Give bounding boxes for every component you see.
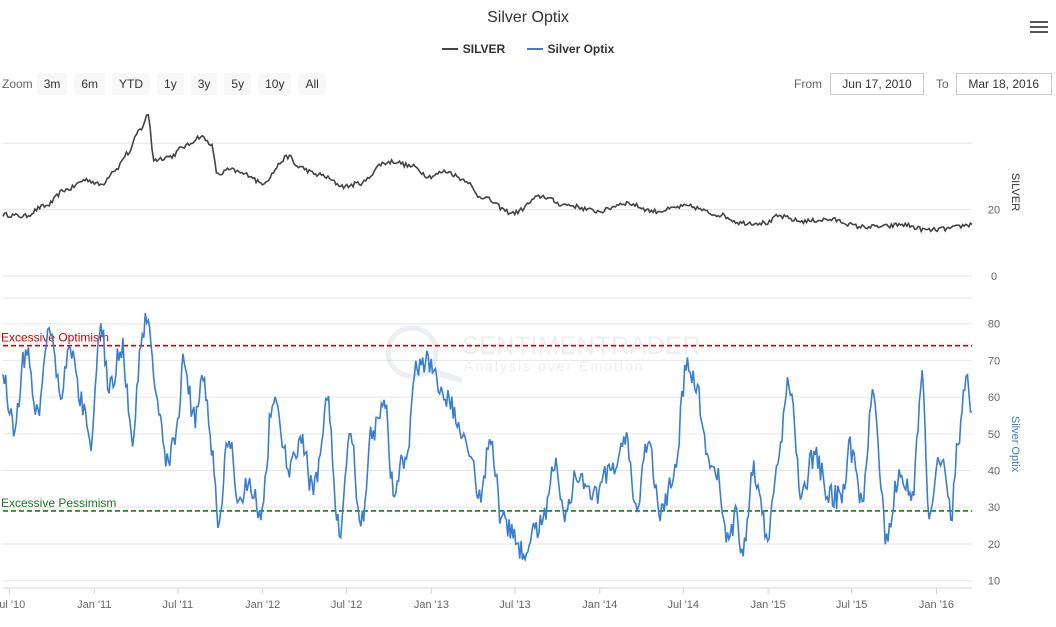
legend-label-optix: Silver Optix xyxy=(547,42,615,56)
legend-item-silver[interactable]: SILVER xyxy=(441,42,506,56)
to-date-input[interactable]: Mar 18, 2016 xyxy=(955,73,1052,95)
optix-tick-label: 60 xyxy=(988,392,1000,404)
from-label: From xyxy=(794,77,822,91)
zoom-3m-button[interactable]: 3m xyxy=(36,73,68,95)
zoom-ytd-button[interactable]: YTD xyxy=(112,73,151,95)
optix-tick-label: 80 xyxy=(988,319,1000,331)
legend: SILVER Silver Optix xyxy=(0,39,1056,56)
optix-tick-label: 50 xyxy=(988,429,1000,441)
zoom-label: Zoom xyxy=(2,77,33,91)
legend-label-silver: SILVER xyxy=(462,42,506,56)
x-tick-label: Jan '15 xyxy=(751,599,786,611)
zoom-1y-button[interactable]: 1y xyxy=(157,73,184,95)
zoom-all-button[interactable]: All xyxy=(298,73,326,95)
x-tick-label: Jan '12 xyxy=(245,599,280,611)
optix-tick-label: 40 xyxy=(988,466,1000,478)
optix-axis-title: Silver Optix xyxy=(1009,416,1021,473)
x-tick-label: Jul '13 xyxy=(499,599,530,611)
x-tick-label: Jan '14 xyxy=(582,599,617,611)
optix-y-axis: 10 20 30 40 50 60 70 80 xyxy=(988,319,1000,588)
excessive-pessimism-label: Excessive Pessimism xyxy=(1,496,116,510)
legend-swatch-silver xyxy=(441,48,458,50)
optix-tick-label: 30 xyxy=(988,502,1000,514)
chart-title: Silver Optix xyxy=(487,9,569,26)
silver-tick-label: 20 xyxy=(988,205,1000,217)
excessive-optimism-label: Excessive Optimism xyxy=(1,331,109,345)
threshold-lines: Excessive Optimism Excessive Pessimism xyxy=(1,331,972,512)
to-label: To xyxy=(936,77,949,91)
x-tick-label: Jul '11 xyxy=(162,599,193,611)
watermark-magnifier-icon xyxy=(385,325,439,379)
from-date-input[interactable]: Jun 17, 2010 xyxy=(830,73,924,95)
optix-tick-label: 10 xyxy=(988,576,1000,588)
zoom-5y-button[interactable]: 5y xyxy=(224,73,252,95)
x-tick-label: Jan '11 xyxy=(77,599,111,611)
silver-line xyxy=(2,113,973,234)
zoom-bar: Zoom 3m 6m YTD 1y 3y 5y 10y All xyxy=(2,73,333,95)
zoom-10y-button[interactable]: 10y xyxy=(258,73,292,95)
x-tick-label: Jul '15 xyxy=(836,599,867,611)
legend-item-optix[interactable]: Silver Optix xyxy=(526,42,615,56)
grid-lines xyxy=(3,142,972,582)
watermark-magnifier-handle xyxy=(429,367,463,384)
silver-y-axis: 0 20 xyxy=(988,205,1000,283)
x-tick-label: Jul '14 xyxy=(668,599,699,611)
date-range: From Jun 17, 2010 To Mar 18, 2016 xyxy=(794,73,1052,95)
zoom-3y-button[interactable]: 3y xyxy=(190,73,218,95)
silver-axis-title: SILVER xyxy=(1009,173,1021,211)
optix-tick-label: 20 xyxy=(988,539,1000,551)
silver-tick-label: 0 xyxy=(991,271,997,283)
x-tick-label: Jul '10 xyxy=(0,599,25,611)
x-tick-label: Jan '16 xyxy=(919,599,954,611)
x-tick-label: Jul '12 xyxy=(331,599,362,611)
watermark: SENTIMENTRADER Analysis over Emotion xyxy=(385,325,700,384)
silver-optix-line xyxy=(2,312,973,563)
x-axis: Jul '10 Jan '11 Jul '11 Jan '12 Jul '12 Jan '… xyxy=(0,587,972,611)
hamburger-menu-icon[interactable] xyxy=(1030,19,1048,33)
x-tick-label: Jan '13 xyxy=(414,599,449,611)
silver-series xyxy=(2,113,973,234)
optix-tick-label: 70 xyxy=(988,355,1000,367)
zoom-6m-button[interactable]: 6m xyxy=(74,73,106,95)
legend-swatch-optix xyxy=(526,48,543,50)
optix-series xyxy=(2,312,973,563)
watermark-tagline: Analysis over Emotion xyxy=(464,358,645,374)
